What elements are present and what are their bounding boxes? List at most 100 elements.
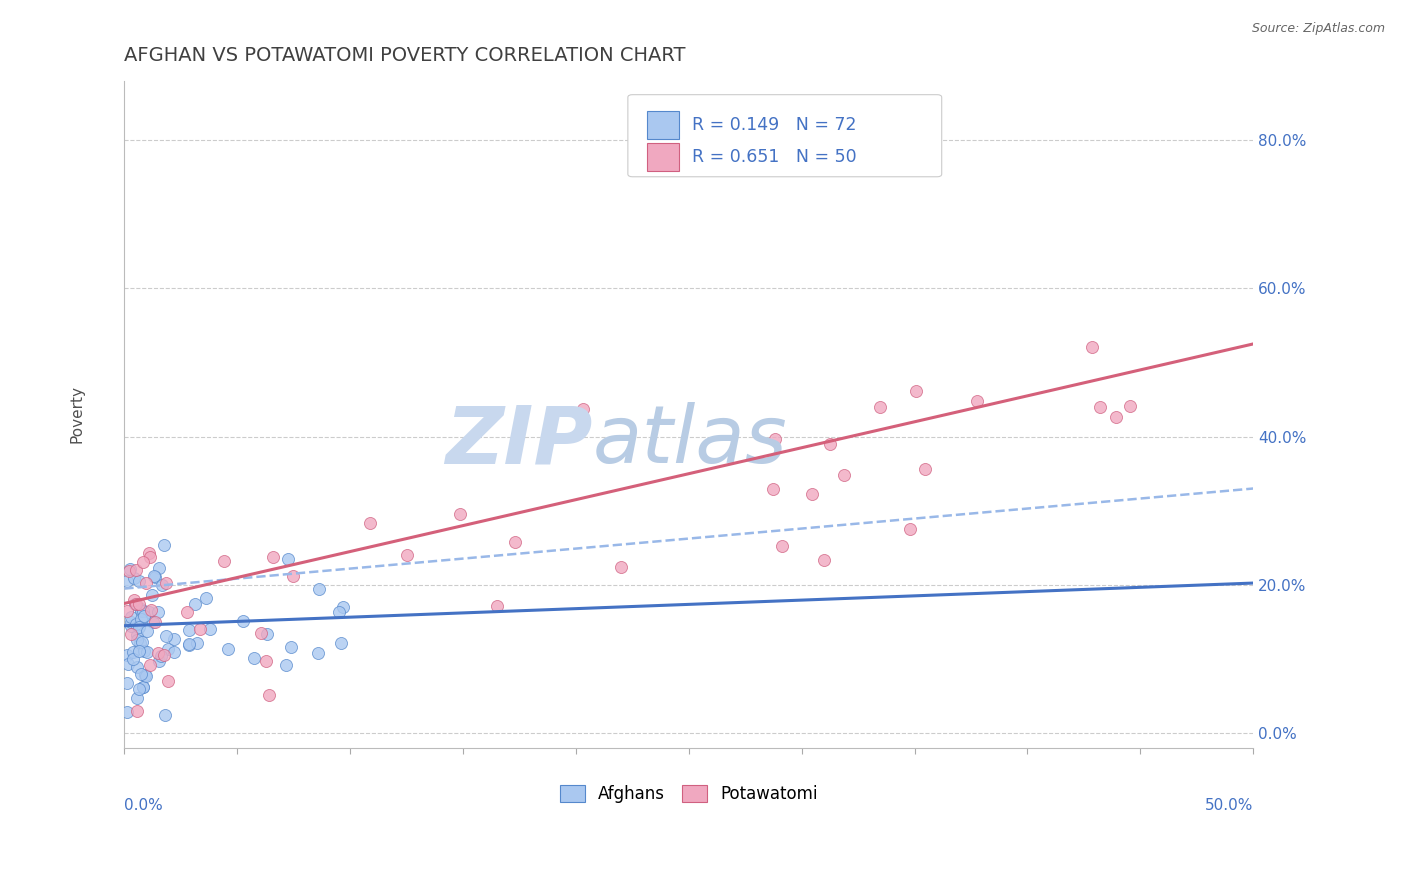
- Point: [914, 462, 936, 476]
- Point: [396, 548, 419, 562]
- Point: [120, 627, 142, 641]
- FancyBboxPatch shape: [647, 143, 679, 170]
- Point: [186, 636, 208, 650]
- Point: [138, 605, 160, 619]
- Point: [1105, 409, 1128, 424]
- Point: [128, 620, 150, 634]
- FancyBboxPatch shape: [647, 112, 679, 139]
- Point: [212, 554, 235, 568]
- Text: 0.0%: 0.0%: [124, 798, 163, 814]
- Point: [281, 568, 304, 582]
- Point: [155, 576, 177, 591]
- Point: [115, 675, 138, 690]
- Point: [141, 603, 163, 617]
- Point: [274, 657, 297, 672]
- Point: [359, 516, 381, 531]
- Point: [128, 574, 150, 588]
- Point: [139, 549, 162, 564]
- Text: atlas: atlas: [593, 402, 787, 480]
- Text: Source: ZipAtlas.com: Source: ZipAtlas.com: [1251, 22, 1385, 36]
- Point: [122, 571, 145, 585]
- Point: [277, 551, 299, 566]
- Point: [131, 604, 153, 618]
- Point: [148, 561, 170, 575]
- Point: [125, 632, 148, 647]
- Point: [131, 635, 153, 649]
- Point: [257, 689, 280, 703]
- Text: R = 0.149   N = 72: R = 0.149 N = 72: [692, 116, 856, 135]
- Point: [131, 605, 153, 619]
- Point: [156, 673, 179, 688]
- Point: [128, 643, 150, 657]
- Point: [125, 690, 148, 705]
- Point: [770, 539, 793, 553]
- Point: [307, 646, 329, 660]
- FancyBboxPatch shape: [628, 95, 942, 177]
- Point: [194, 591, 217, 606]
- Point: [117, 657, 139, 671]
- Text: 50.0%: 50.0%: [1205, 798, 1253, 814]
- Point: [898, 522, 921, 536]
- Point: [905, 384, 928, 399]
- Point: [115, 648, 138, 662]
- Point: [143, 568, 166, 582]
- Point: [801, 486, 824, 500]
- Point: [330, 635, 353, 649]
- Point: [129, 612, 152, 626]
- Point: [138, 658, 160, 673]
- Point: [155, 629, 177, 643]
- Point: [966, 394, 988, 409]
- Point: [153, 538, 176, 552]
- Point: [118, 562, 141, 576]
- Point: [141, 588, 163, 602]
- Point: [129, 636, 152, 650]
- Point: [280, 640, 302, 655]
- Point: [142, 615, 165, 629]
- Point: [122, 592, 145, 607]
- Point: [129, 667, 152, 681]
- Point: [503, 535, 526, 549]
- Point: [125, 659, 148, 673]
- Point: [162, 645, 184, 659]
- Point: [249, 626, 271, 640]
- Point: [762, 482, 785, 496]
- Point: [120, 619, 142, 633]
- Point: [146, 605, 169, 619]
- Point: [254, 653, 277, 667]
- Point: [818, 437, 841, 451]
- Text: ZIP: ZIP: [446, 402, 593, 480]
- Point: [449, 507, 471, 521]
- Text: AFGHAN VS POTAWATOMI POVERTY CORRELATION CHART: AFGHAN VS POTAWATOMI POVERTY CORRELATION…: [124, 46, 686, 65]
- Point: [813, 553, 835, 567]
- Point: [117, 565, 139, 579]
- Point: [131, 555, 153, 569]
- Point: [125, 597, 148, 611]
- Point: [184, 597, 207, 611]
- Point: [135, 669, 157, 683]
- Point: [1119, 400, 1142, 414]
- Point: [179, 637, 201, 651]
- Point: [176, 605, 198, 619]
- Point: [148, 654, 170, 668]
- Point: [1088, 400, 1111, 414]
- Point: [122, 651, 145, 665]
- Point: [132, 681, 155, 695]
- Point: [152, 648, 174, 662]
- Point: [155, 708, 177, 723]
- Point: [124, 562, 146, 576]
- Point: [143, 570, 166, 584]
- Point: [869, 401, 891, 415]
- Point: [124, 597, 146, 611]
- Text: R = 0.651   N = 50: R = 0.651 N = 50: [692, 148, 856, 166]
- Point: [150, 577, 173, 591]
- Point: [127, 704, 149, 718]
- Point: [308, 582, 330, 596]
- Legend: Afghans, Potawatomi: Afghans, Potawatomi: [553, 779, 824, 810]
- Point: [262, 549, 284, 564]
- Point: [256, 627, 278, 641]
- Point: [115, 574, 138, 588]
- Point: [121, 644, 143, 658]
- Point: [188, 623, 211, 637]
- Text: Poverty: Poverty: [70, 385, 84, 443]
- Point: [134, 608, 156, 623]
